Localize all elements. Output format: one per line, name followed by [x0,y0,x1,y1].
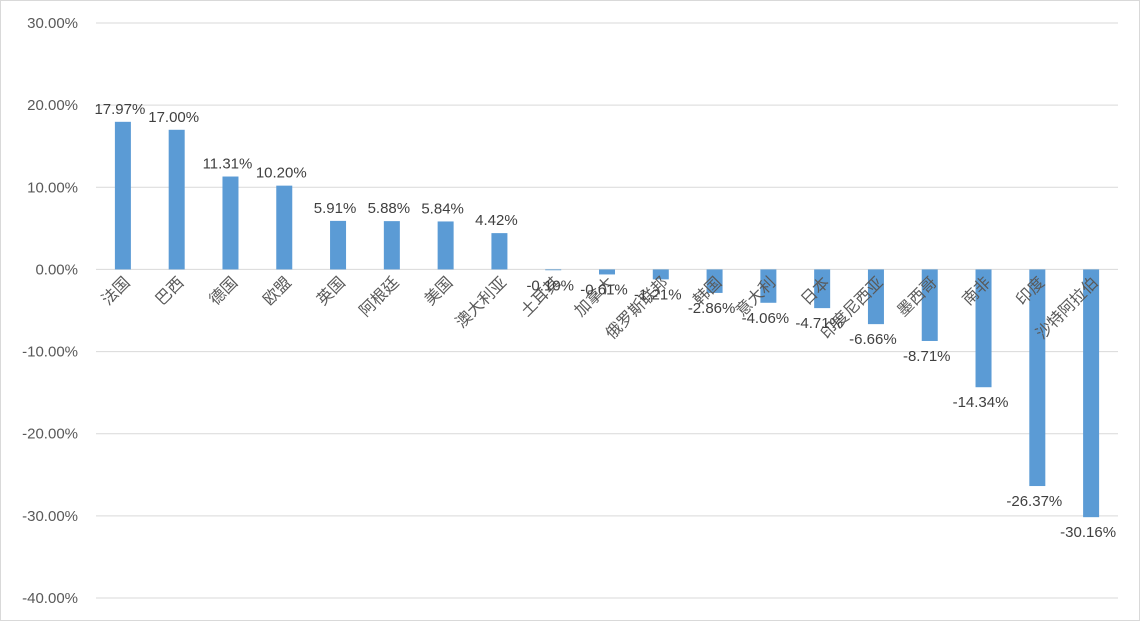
data-label: -14.34% [953,394,1009,411]
category-label: 法国 [98,273,134,309]
data-label: 11.31% [203,156,253,173]
bar [867,269,884,325]
y-tick-label: 10.00% [27,179,78,196]
bar [114,121,131,270]
bar [599,269,615,275]
data-label: 5.91% [314,200,357,217]
bar [1029,269,1046,487]
data-labels: 17.97% 17.00% 11.31%10.20% 5.91% 5.88% 5.84% 4… [94,101,1116,541]
gridlines [96,22,1118,599]
data-label: 17.97% [94,101,145,118]
data-label: -0.61% [580,281,628,298]
bar [760,269,777,303]
bar [814,269,831,309]
y-tick-label: -10.00% [22,344,78,361]
data-label: -2.86% [688,300,736,317]
data-label: 5.84% [421,200,464,217]
bar [706,269,723,293]
y-axis-tick-labels: 30.00% 20.00% 10.00% 0.00% -10.00% -20.00% -30… [22,15,78,607]
bar [1083,269,1100,518]
category-label: 阿根廷 [355,273,402,320]
bar [330,220,347,270]
data-label: -4.06% [742,310,790,327]
data-label: 4.42% [475,212,518,229]
data-label: 17.00% [148,109,199,126]
category-label: 英国 [313,273,349,309]
bars [114,121,1100,518]
bar [652,269,669,280]
category-label: 欧盟 [259,273,295,309]
data-label: -4.71% [795,315,843,332]
y-tick-label: -20.00% [22,426,78,443]
bar [168,129,185,270]
data-label: 5.88% [368,200,411,217]
category-label: 巴西 [151,273,187,309]
bar [545,269,562,271]
category-label: 美国 [420,273,456,309]
bar [491,233,508,270]
data-label: -26.37% [1006,493,1062,510]
y-tick-label: 20.00% [27,97,78,114]
y-tick-label: 0.00% [35,261,78,278]
bar [383,221,400,270]
data-label: -8.71% [903,348,951,365]
y-tick-label: -40.00% [22,590,78,607]
data-label: -0.10% [526,277,574,294]
y-tick-label: 30.00% [27,15,78,32]
data-label: 10.20% [256,165,307,182]
bar [921,269,938,341]
data-label: -6.66% [849,331,897,348]
bar [437,221,454,270]
bar [222,176,239,270]
y-tick-label: -30.00% [22,508,78,525]
data-label: -1.21% [634,286,682,303]
category-label: 澳大利亚 [452,273,511,332]
bar [276,185,293,270]
data-label: -30.16% [1060,524,1116,541]
bar [975,269,992,388]
category-label: 德国 [205,273,241,309]
